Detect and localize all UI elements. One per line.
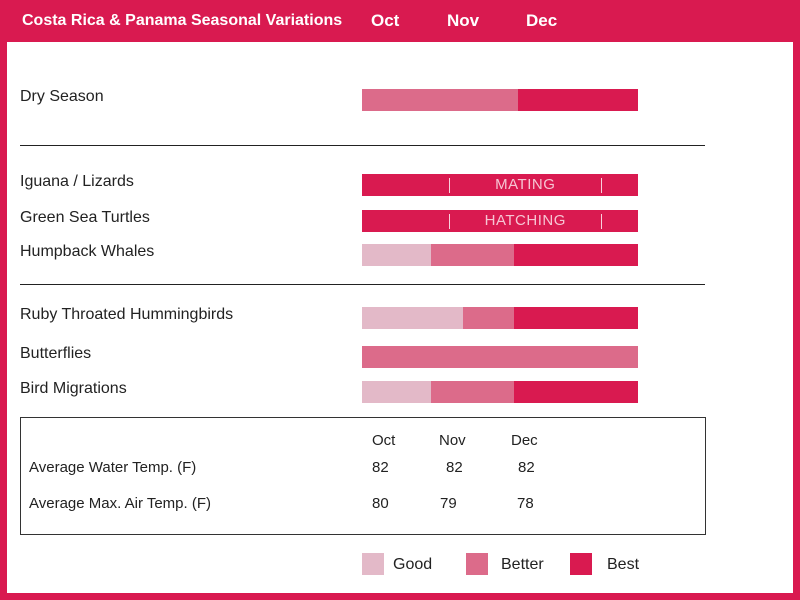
air-temp-oct: 80 xyxy=(372,495,389,512)
legend-swatch-better xyxy=(466,553,488,575)
bar-note-green-sea-turtles: HATCHING xyxy=(484,212,566,229)
bar-dry-season-better xyxy=(362,89,519,111)
bar-ruby-throated-hummingbirds-best xyxy=(513,307,638,329)
row-label-butterflies: Butterflies xyxy=(20,345,92,362)
header-bar: Costa Rica & Panama Seasonal Variations … xyxy=(0,0,800,42)
temperature-table: Oct Nov Dec Average Water Temp. (F) 82 8… xyxy=(20,417,706,535)
bar-dry-season-best xyxy=(518,89,638,111)
legend-swatch-best xyxy=(570,553,592,575)
bar-humpback-whales-good xyxy=(362,244,431,266)
bar-note-iguana-lizards: MATING xyxy=(495,176,556,193)
header-month-dec: Dec xyxy=(526,11,558,30)
air-temp-dec: 78 xyxy=(517,495,534,512)
group-divider xyxy=(20,145,705,146)
air-temp-label: Average Max. Air Temp. (F) xyxy=(29,495,212,512)
bar-bird-migrations-better xyxy=(431,381,514,403)
water-temp-label: Average Water Temp. (F) xyxy=(29,459,197,476)
water-temp-dec: 82 xyxy=(518,459,535,476)
bar-humpback-whales-better xyxy=(431,244,514,266)
row-label-humpback-whales: Humpback Whales xyxy=(20,243,155,260)
bar-green-sea-turtles-best xyxy=(362,210,638,232)
header-month-nov: Nov xyxy=(447,11,480,30)
row-label-bird-migrations: Bird Migrations xyxy=(20,380,127,397)
row-label-green-sea-turtles: Green Sea Turtles xyxy=(20,209,150,226)
water-temp-nov: 82 xyxy=(446,459,463,476)
group-divider xyxy=(20,284,705,285)
bar-bird-migrations-best xyxy=(513,381,638,403)
bar-note-divider xyxy=(449,178,451,193)
bar-humpback-whales-best xyxy=(513,244,638,266)
row-label-dry-season: Dry Season xyxy=(20,88,104,105)
row-label-iguana-lizards: Iguana / Lizards xyxy=(20,173,134,190)
bar-note-divider xyxy=(449,214,451,229)
header-month-oct: Oct xyxy=(371,11,400,30)
legend-swatch-good xyxy=(362,553,384,575)
temp-header-nov: Nov xyxy=(439,432,466,449)
bar-bird-migrations-good xyxy=(362,381,431,403)
bar-ruby-throated-hummingbirds-good xyxy=(362,307,464,329)
legend-label-better: Better xyxy=(501,556,544,573)
chart-title: Costa Rica & Panama Seasonal Variations xyxy=(22,12,343,29)
bar-ruby-throated-hummingbirds-better xyxy=(463,307,514,329)
bar-butterflies-better xyxy=(362,346,638,368)
air-temp-nov: 79 xyxy=(440,495,457,512)
row-label-ruby-throated-hummingbirds: Ruby Throated Hummingbirds xyxy=(20,306,234,323)
temp-header-dec: Dec xyxy=(511,432,538,449)
temp-header-oct: Oct xyxy=(372,432,396,449)
legend-label-good: Good xyxy=(393,556,433,573)
bar-note-divider xyxy=(601,178,603,193)
bar-note-divider xyxy=(601,214,603,229)
bar-iguana-lizards-best xyxy=(362,174,638,196)
legend-label-best: Best xyxy=(607,556,640,573)
water-temp-oct: 82 xyxy=(372,459,389,476)
